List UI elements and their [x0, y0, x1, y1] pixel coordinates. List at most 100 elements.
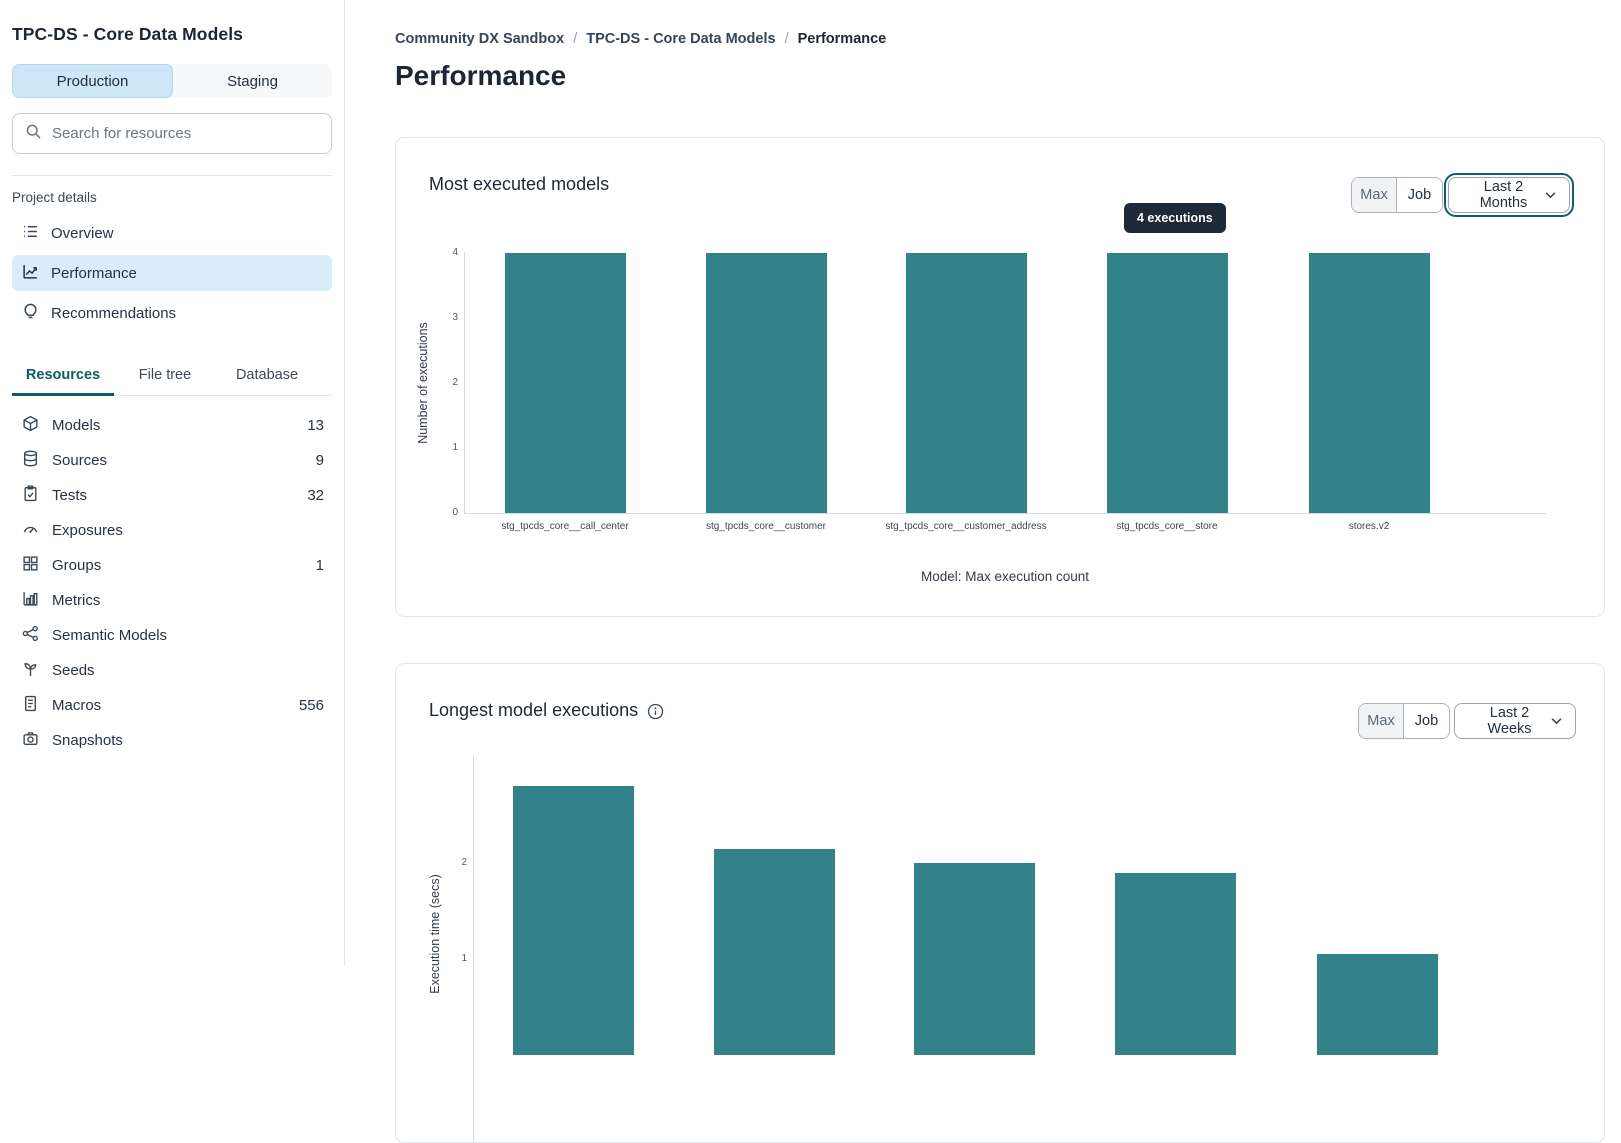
- y-axis-line: [473, 756, 474, 1142]
- resource-row-models[interactable]: Models 13: [12, 408, 332, 443]
- resource-label: Snapshots: [52, 732, 123, 749]
- breadcrumb-separator: /: [784, 31, 789, 47]
- job-toggle-button[interactable]: Job: [1397, 178, 1442, 212]
- x-axis-title: Model: Max execution count: [920, 569, 1090, 584]
- cube-icon: [22, 415, 39, 436]
- sidebar-item-label: Overview: [51, 224, 114, 242]
- search-input[interactable]: [52, 125, 319, 142]
- time-range-value: Last 2 Months: [1479, 179, 1528, 211]
- chart-title: Longest model executions: [429, 700, 664, 721]
- bar[interactable]: [905, 253, 1027, 513]
- breadcrumb-current: Performance: [797, 31, 887, 47]
- y-tick-label: 2: [461, 857, 467, 868]
- job-toggle-button[interactable]: Job: [1404, 704, 1449, 738]
- resource-label: Models: [52, 417, 101, 434]
- document-icon: [22, 695, 39, 716]
- resource-count: 32: [307, 487, 324, 504]
- resource-row-sources[interactable]: Sources 9: [12, 443, 332, 478]
- chart-title: Most executed models: [429, 174, 610, 194]
- time-range-value: Last 2 Weeks: [1487, 705, 1532, 737]
- camera-icon: [22, 730, 39, 751]
- bar[interactable]: [713, 848, 835, 1055]
- database-icon: [22, 450, 39, 471]
- page-title: Performance: [395, 60, 567, 91]
- aggregate-toggle: Max Job: [1351, 177, 1443, 213]
- sidebar-item-label: Recommendations: [51, 304, 177, 322]
- y-tick-label: 3: [452, 312, 458, 323]
- bar[interactable]: [504, 253, 626, 513]
- staging-tab[interactable]: Staging: [173, 64, 332, 98]
- time-range-select[interactable]: Last 2 Months: [1444, 173, 1574, 217]
- longest-model-executions-card: Longest model executions Max Job Last 2 …: [395, 663, 1605, 1143]
- x-category-label: stg_tpcds_core__customer_address: [885, 521, 1047, 532]
- breadcrumb-separator: /: [573, 31, 578, 47]
- aggregate-toggle: Max Job: [1358, 703, 1450, 739]
- resource-row-tests[interactable]: Tests 32: [12, 478, 332, 513]
- breadcrumb-project[interactable]: TPC-DS - Core Data Models: [586, 31, 776, 47]
- y-tick-label: 4: [452, 247, 458, 258]
- y-axis-line: [464, 252, 465, 513]
- bar[interactable]: [1316, 954, 1438, 1055]
- resource-count: 9: [315, 452, 324, 469]
- resource-label: Tests: [52, 487, 88, 504]
- max-toggle-button[interactable]: Max: [1359, 704, 1404, 738]
- most-executed-models-card: Most executed models Max Job Last 2 Mont…: [395, 137, 1605, 617]
- bar[interactable]: [913, 863, 1035, 1055]
- bar-chart-icon: [22, 590, 39, 611]
- search-icon: [25, 123, 42, 145]
- bar[interactable]: [1308, 253, 1430, 513]
- bar[interactable]: [512, 786, 634, 1055]
- search-box[interactable]: [12, 113, 332, 154]
- breadcrumb-account[interactable]: Community DX Sandbox: [395, 31, 565, 47]
- sidebar-tabs: Resources File tree Database: [12, 357, 332, 396]
- breadcrumb: Community DX Sandbox / TPC-DS - Core Dat…: [395, 31, 886, 47]
- resource-row-seeds[interactable]: Seeds: [12, 653, 332, 688]
- sidebar: TPC-DS - Core Data Models Production Sta…: [0, 0, 345, 966]
- x-category-label: stores.v2: [1348, 521, 1390, 532]
- resource-count: 556: [298, 697, 324, 714]
- max-toggle-button[interactable]: Max: [1352, 178, 1397, 212]
- resource-count: 13: [307, 417, 324, 434]
- resource-row-groups[interactable]: Groups 1: [12, 548, 332, 583]
- x-axis-line: [464, 513, 1546, 514]
- bar[interactable]: [705, 253, 827, 513]
- y-tick-label: 1: [452, 442, 458, 453]
- tab-database[interactable]: Database: [235, 367, 299, 383]
- sidebar-item-recommendations[interactable]: Recommendations: [12, 295, 332, 331]
- resource-row-snapshots[interactable]: Snapshots: [12, 723, 332, 758]
- gauge-icon: [22, 520, 39, 541]
- x-category-label: stg_tpcds_core__call_center: [501, 521, 629, 532]
- resource-label: Macros: [52, 697, 102, 714]
- resource-label: Groups: [52, 557, 102, 574]
- sidebar-item-performance[interactable]: Performance: [12, 255, 332, 291]
- time-range-select[interactable]: Last 2 Weeks: [1454, 703, 1576, 739]
- sidebar-item-overview[interactable]: Overview: [12, 215, 332, 251]
- environment-toggle: Production Staging: [12, 64, 332, 98]
- lightbulb-icon: [22, 303, 39, 324]
- resource-row-semantic-models[interactable]: Semantic Models: [12, 618, 332, 653]
- resource-list: Models 13 Sources 9 Tests 32 Exposures G…: [12, 408, 332, 758]
- resource-label: Sources: [52, 452, 108, 469]
- project-details-label: Project details: [12, 190, 97, 205]
- resource-row-macros[interactable]: Macros 556: [12, 688, 332, 723]
- tab-file-tree[interactable]: File tree: [138, 367, 192, 383]
- bar[interactable]: [1114, 872, 1236, 1055]
- chevron-down-icon: [1551, 713, 1562, 729]
- x-category-label: stg_tpcds_core__customer: [705, 521, 827, 532]
- resource-row-metrics[interactable]: Metrics: [12, 583, 332, 618]
- y-tick-label: 1: [461, 953, 467, 964]
- tab-resources[interactable]: Resources: [12, 357, 114, 396]
- sprout-icon: [22, 660, 39, 681]
- network-icon: [22, 625, 39, 646]
- list-icon: [22, 223, 39, 244]
- resource-label: Metrics: [52, 592, 101, 609]
- resource-label: Exposures: [52, 522, 123, 539]
- bar[interactable]: [1106, 253, 1228, 513]
- y-tick-label: 2: [452, 377, 458, 388]
- production-tab[interactable]: Production: [12, 64, 173, 98]
- y-axis-title: Number of executions: [416, 322, 430, 444]
- chevron-down-icon: [1545, 187, 1556, 203]
- resource-label: Seeds: [52, 662, 95, 679]
- resource-row-exposures[interactable]: Exposures: [12, 513, 332, 548]
- info-icon[interactable]: [647, 703, 664, 720]
